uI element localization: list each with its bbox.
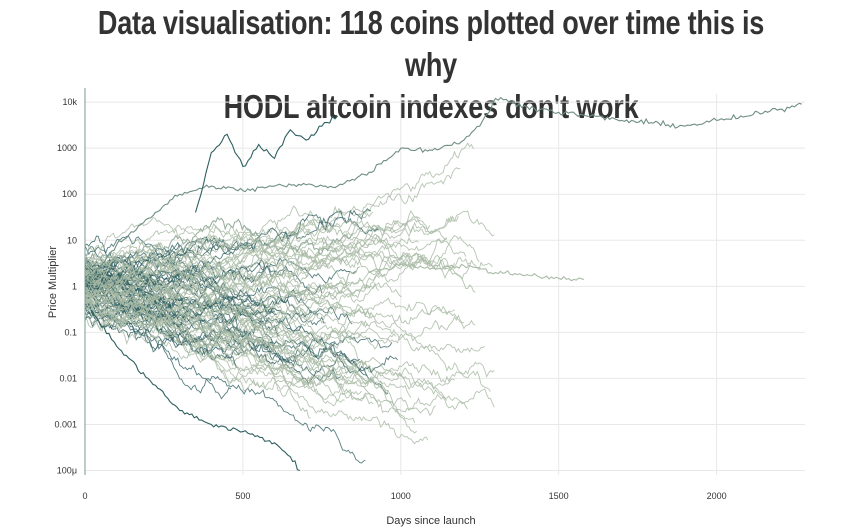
y-tick-label: 0.001 [54,419,77,429]
coin-series-line [84,266,362,402]
coin-series-line [84,210,379,284]
x-tick-label: 1000 [391,491,411,501]
x-tick-label: 1500 [549,491,569,501]
coin-series-line [84,291,389,400]
y-tick-label: 10 [67,235,77,245]
coin-series-line [84,297,416,424]
coin-series-line [84,281,380,345]
highlighted-coin-series-line [84,96,802,287]
y-tick-label: 100 [62,189,77,199]
coin-series-line [84,238,485,353]
highlighted-coin-series-line [194,115,339,213]
coin-series-line [84,289,368,346]
coin-series-line [84,269,402,303]
coin-series-line [84,208,372,285]
coin-series-line [84,222,362,290]
coin-series-line [84,293,374,405]
coin-series-line [84,246,470,287]
y-axis-label: Price Multiplier [47,246,59,318]
y-tick-label: 1000 [57,143,77,153]
coin-series-line [84,233,410,268]
y-tick-label: 1 [72,281,77,291]
coin-series-line [84,215,459,262]
coin-series-line [84,259,360,364]
coin-series-line [84,265,311,419]
coin-series-line [84,311,349,351]
coin-series-line [84,211,374,276]
coin-series-line [84,167,461,266]
chart-title-line-1: Data visualisation: 118 coins plotted ov… [97,4,765,83]
chart-title-line-2: HODL altcoin indexes don't work [223,88,639,125]
coin-series-line [84,264,309,307]
coin-series-line [84,271,397,350]
series-group-highlighted [84,96,802,472]
chart-title: Data visualisation: 118 coins plotted ov… [78,2,785,128]
coin-series-line [84,289,317,392]
highlighted-coin-series-line [368,263,585,282]
y-tick-label: 0.1 [64,327,77,337]
x-tick-label: 2000 [707,491,727,501]
coin-series-line [84,286,495,412]
y-tick-label: 10k [62,97,77,107]
grid-lines [85,94,805,475]
y-tick-labels: 10k 1000 100 10 1 0.1 0.01 0.001 100μ [54,97,77,475]
series-group-background [84,142,495,464]
coin-series-line [84,274,464,342]
x-tick-label: 0 [82,491,87,501]
coin-series-line [84,243,455,315]
x-tick-label: 500 [235,491,250,501]
coin-series-line [84,297,345,407]
x-axis-label: Days since launch [386,515,475,527]
y-tick-label: 0.01 [59,373,77,383]
coin-series-line [84,286,194,318]
y-tick-label: 100μ [57,466,77,476]
coin-series-line [84,272,346,318]
highlighted-coin-series-line [90,310,300,472]
coin-series-line [84,266,360,319]
x-tick-labels: 0 500 1000 1500 2000 [82,491,726,501]
coin-series-line [84,210,495,293]
coin-series-line [84,269,382,328]
coin-series-line [84,271,455,329]
coin-series-line [84,302,366,464]
